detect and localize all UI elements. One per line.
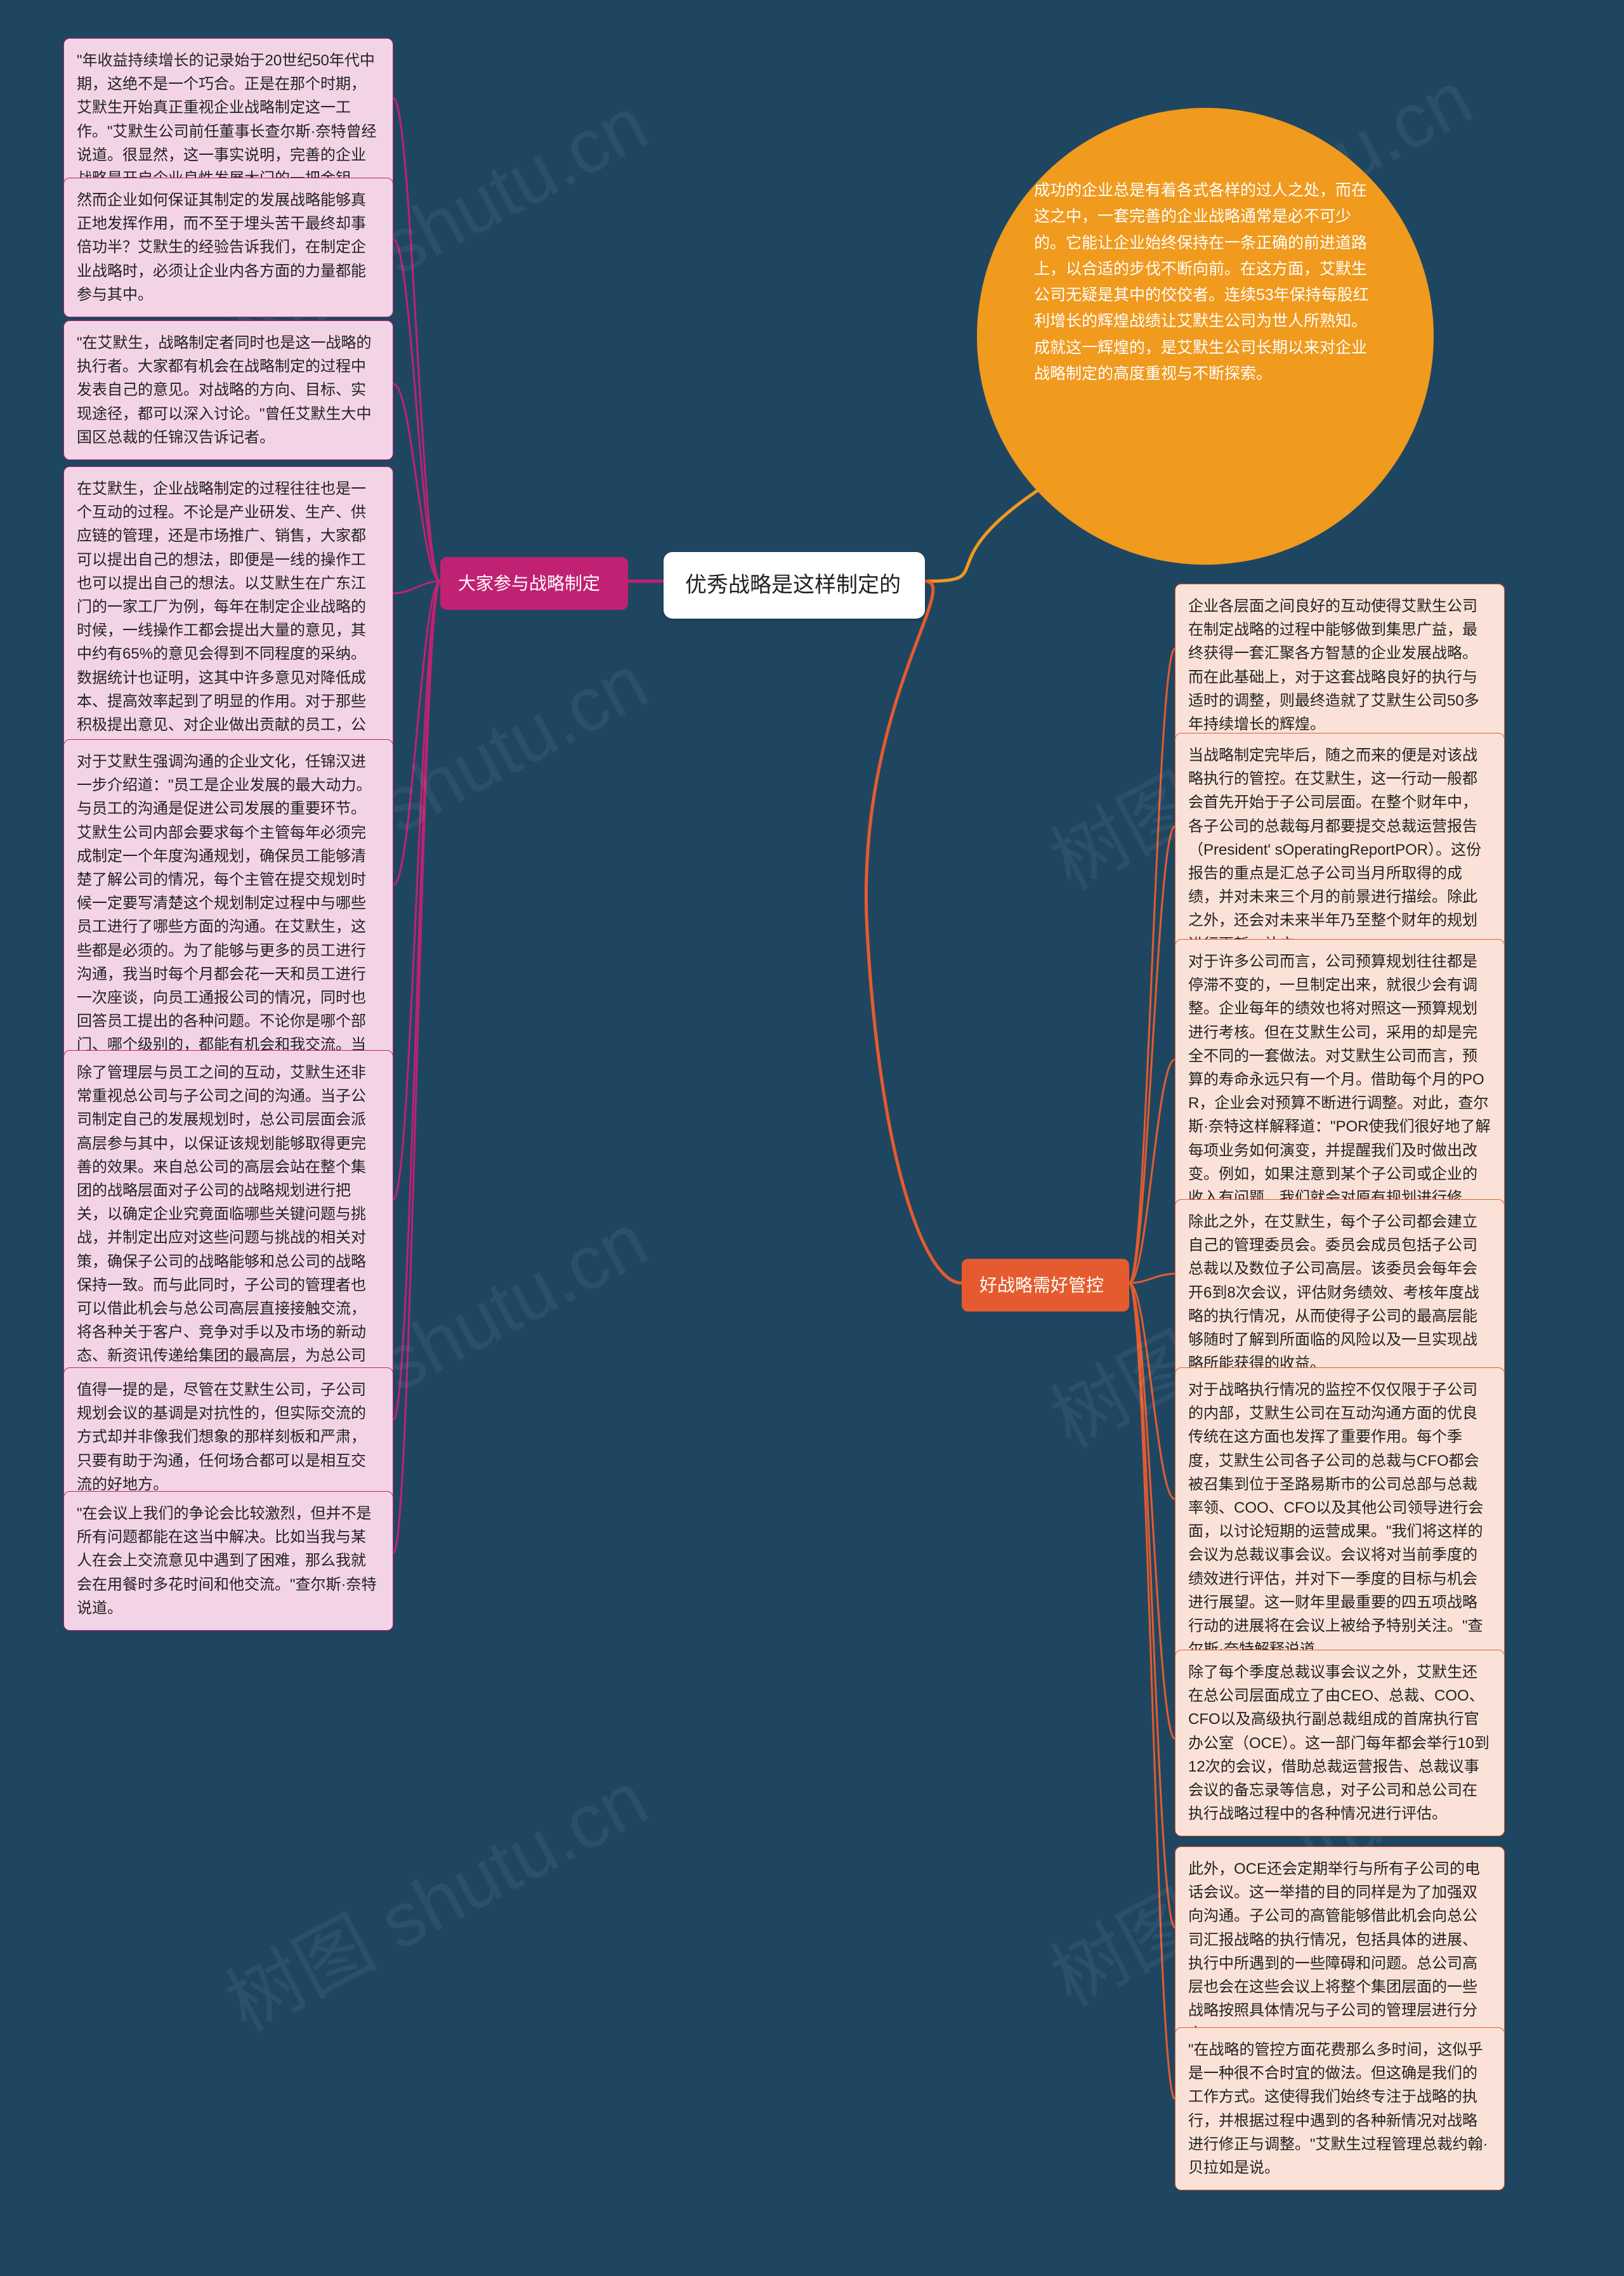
- branch-a-label: 大家参与战略制定: [458, 574, 600, 593]
- mindmap-canvas: 树图 shutu.cn树图 shutu.cn树图 shutu.cn树图 shut…: [0, 0, 1624, 2276]
- branch-participate[interactable]: 大家参与战略制定: [440, 557, 628, 610]
- leaf-text: 企业各层面之间良好的互动使得艾默生公司在制定战略的过程中能够做到集思广益，最终获…: [1188, 598, 1479, 733]
- branch-b-label: 好战略需好管控: [979, 1275, 1104, 1295]
- control-leaf[interactable]: 除了每个季度总裁议事会议之外，艾默生还在总公司层面成立了由CEO、总裁、COO、…: [1175, 1650, 1505, 1836]
- control-leaf[interactable]: 此外，OCE还会定期举行与所有子公司的电话会议。这一举措的目的同样是为了加强双向…: [1175, 1846, 1505, 2057]
- leaf-text: 然而企业如何保证其制定的发展战略能够真正地发挥作用，而不至于埋头苦干最终却事倍功…: [77, 192, 366, 303]
- leaf-text: 除了管理层与员工之间的互动，艾默生还非常重视总公司与子公司之间的沟通。当子公司制…: [77, 1064, 366, 1388]
- participate-leaf[interactable]: 在艾默生，企业战略制定的过程往往也是一个互动的过程。不论是产业研发、生产、供应链…: [63, 466, 393, 771]
- intro-node[interactable]: 成功的企业总是有着各式各样的过人之处，而在这之中，一套完善的企业战略通常是必不可…: [977, 108, 1434, 565]
- control-leaf[interactable]: 企业各层面之间良好的互动使得艾默生公司在制定战略的过程中能够做到集思广益，最终获…: [1175, 584, 1505, 747]
- control-leaf[interactable]: 当战略制定完毕后，随之而来的便是对该战略执行的管控。在艾默生，这一行动一般都会首…: [1175, 733, 1505, 967]
- leaf-text: 对于战略执行情况的监控不仅仅限于子公司的内部，艾默生公司在互动沟通方面的优良传统…: [1188, 1381, 1483, 1658]
- leaf-text: 值得一提的是，尽管在艾默生公司，子公司规划会议的基调是对抗性的，但实际交流的方式…: [77, 1381, 366, 1493]
- control-leaf[interactable]: 对于战略执行情况的监控不仅仅限于子公司的内部，艾默生公司在互动沟通方面的优良传统…: [1175, 1367, 1505, 1672]
- participate-leaf[interactable]: 值得一提的是，尽管在艾默生公司，子公司规划会议的基调是对抗性的，但实际交流的方式…: [63, 1367, 393, 1507]
- control-leaf[interactable]: 除此之外，在艾默生，每个子公司都会建立自己的管理委员会。委员会成员包括子公司总裁…: [1175, 1199, 1505, 1386]
- participate-leaf[interactable]: 然而企业如何保证其制定的发展战略能够真正地发挥作用，而不至于埋头苦干最终却事倍功…: [63, 178, 393, 317]
- leaf-text: 当战略制定完毕后，随之而来的便是对该战略执行的管控。在艾默生，这一行动一般都会首…: [1188, 747, 1481, 953]
- leaf-text: "在战略的管控方面花费那么多时间，这似乎是一种很不合时宜的做法。但这确是我们的工…: [1188, 2041, 1488, 2176]
- branch-control[interactable]: 好战略需好管控: [962, 1259, 1129, 1312]
- leaf-text: 除此之外，在艾默生，每个子公司都会建立自己的管理委员会。委员会成员包括子公司总裁…: [1188, 1213, 1479, 1372]
- watermark: 树图 shutu.cn: [204, 1739, 664, 2053]
- leaf-text: 此外，OCE还会定期举行与所有子公司的电话会议。这一举措的目的同样是为了加强双向…: [1188, 1860, 1480, 2042]
- leaf-text: "在艾默生，战略制定者同时也是这一战略的执行者。大家都有机会在战略制定的过程中发…: [77, 334, 372, 446]
- leaf-text: 对于艾默生强调沟通的企业文化，任锦汉进一步介绍道："员工是企业发展的最大动力。与…: [77, 753, 376, 1101]
- leaf-text: 除了每个季度总裁议事会议之外，艾默生还在总公司层面成立了由CEO、总裁、COO、…: [1188, 1664, 1490, 1822]
- leaf-text: "在会议上我们的争论会比较激烈，但并不是所有问题都能在这当中解决。比如当我与某人…: [77, 1505, 377, 1617]
- root-label: 优秀战略是这样制定的: [685, 573, 901, 597]
- participate-leaf[interactable]: "在会议上我们的争论会比较激烈，但并不是所有问题都能在这当中解决。比如当我与某人…: [63, 1491, 393, 1631]
- intro-text: 成功的企业总是有着各式各样的过人之处，而在这之中，一套完善的企业战略通常是必不可…: [1034, 181, 1369, 383]
- control-leaf[interactable]: "在战略的管控方面花费那么多时间，这似乎是一种很不合时宜的做法。但这确是我们的工…: [1175, 2027, 1505, 2190]
- participate-leaf[interactable]: "在艾默生，战略制定者同时也是这一战略的执行者。大家都有机会在战略制定的过程中发…: [63, 320, 393, 460]
- participate-leaf[interactable]: 除了管理层与员工之间的互动，艾默生还非常重视总公司与子公司之间的沟通。当子公司制…: [63, 1050, 393, 1402]
- root-node[interactable]: 优秀战略是这样制定的: [664, 552, 925, 619]
- leaf-text: 在艾默生，企业战略制定的过程往往也是一个互动的过程。不论是产业研发、生产、供应链…: [77, 480, 366, 757]
